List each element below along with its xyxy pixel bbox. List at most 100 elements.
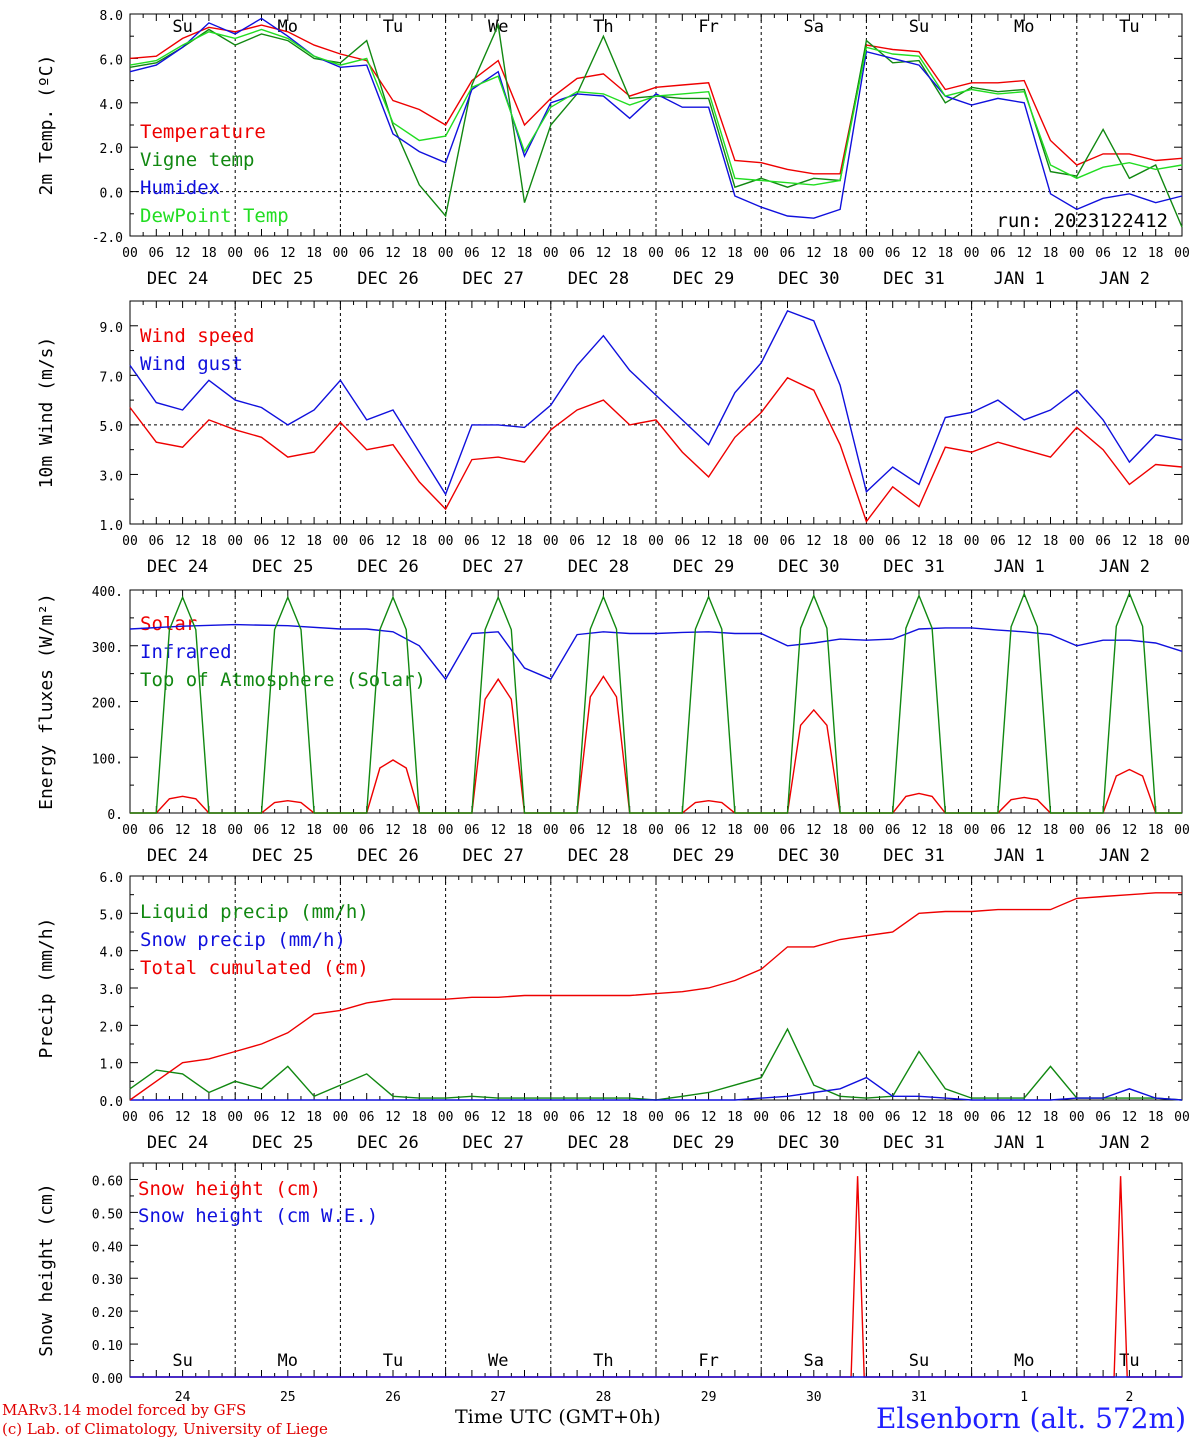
hour-tick-label: 06 [254, 246, 270, 261]
weekday-label: Mo [278, 1351, 298, 1371]
hour-tick-label: 06 [1095, 534, 1111, 549]
y-tick-label: 300. [92, 641, 123, 656]
weekday-label: Mo [1014, 17, 1034, 37]
hour-tick-label: 06 [990, 246, 1006, 261]
date-label: JAN 2 [1099, 269, 1150, 289]
y-tick-label: 0.30 [92, 1273, 123, 1288]
date-label: JAN 1 [994, 846, 1045, 866]
hour-tick-label: 00 [964, 246, 980, 261]
hour-tick-label: 06 [464, 246, 480, 261]
hour-tick-label: 00 [1174, 1110, 1190, 1125]
panel-4: 0.0 1.0 2.0 3.0 4.0 5.0 6.0 Precip (mm/h) 00 06 12… [36, 871, 1190, 1153]
hour-tick-label: 12 [490, 534, 506, 549]
day-number-label: 31 [911, 1390, 927, 1405]
day-number-label: 30 [806, 1390, 822, 1405]
date-label: DEC 31 [883, 846, 944, 866]
hour-tick-label: 00 [227, 1110, 243, 1125]
date-label: JAN 1 [994, 269, 1045, 289]
date-label: DEC 30 [778, 1133, 839, 1153]
hour-tick-label: 12 [280, 246, 296, 261]
hour-tick-label: 00 [859, 534, 875, 549]
hour-tick-label: 06 [464, 823, 480, 838]
legend-entry: DewPoint Temp [140, 205, 289, 227]
hour-tick-label: 18 [1043, 1110, 1059, 1125]
hour-tick-label: 06 [990, 534, 1006, 549]
hour-tick-label: 12 [490, 1110, 506, 1125]
legend-entry: Snow height (cm W.E.) [138, 1205, 378, 1227]
lab-credit: (c) Lab. of Climatology, University of L… [2, 1420, 328, 1438]
hour-tick-label: 06 [359, 823, 375, 838]
day-number-label: 2 [1125, 1390, 1133, 1405]
hour-tick-label: 06 [674, 823, 690, 838]
y-tick-label: 0.0 [100, 1095, 123, 1110]
hour-tick-label: 12 [1016, 534, 1032, 549]
hour-tick-label: 06 [885, 246, 901, 261]
hour-tick-label: 00 [1174, 534, 1190, 549]
date-label: DEC 27 [462, 846, 523, 866]
date-label: DEC 27 [462, 1133, 523, 1153]
hour-tick-label: 12 [1122, 534, 1138, 549]
hour-tick-label: 00 [1174, 246, 1190, 261]
hour-tick-label: 00 [648, 823, 664, 838]
weekday-label: Su [172, 1351, 192, 1371]
hour-tick-label: 12 [806, 1110, 822, 1125]
hour-tick-label: 00 [438, 823, 454, 838]
hour-tick-label: 12 [1122, 1110, 1138, 1125]
hour-tick-label: 12 [175, 823, 191, 838]
y-tick-label: 1.0 [100, 519, 123, 534]
hour-tick-label: 06 [569, 823, 585, 838]
y-axis-label: Snow height (cm) [36, 1183, 57, 1356]
y-tick-label: 0.0 [100, 187, 123, 202]
y-tick-label: 0.10 [92, 1339, 123, 1354]
weekday-label: Mo [1014, 1351, 1034, 1371]
legend-entry: Top of Atmosphere (Solar) [140, 669, 426, 691]
hour-tick-label: 00 [859, 823, 875, 838]
hour-tick-label: 18 [201, 534, 217, 549]
day-number-label: 29 [701, 1390, 717, 1405]
hour-tick-label: 06 [569, 246, 585, 261]
weekday-label: Th [593, 17, 613, 37]
y-tick-label: 400. [92, 585, 123, 600]
hour-tick-label: 18 [832, 534, 848, 549]
day-number-label: 1 [1020, 1390, 1028, 1405]
hour-tick-label: 06 [780, 534, 796, 549]
date-label: DEC 31 [883, 1133, 944, 1153]
hour-tick-label: 18 [1148, 534, 1164, 549]
y-tick-label: 7.0 [100, 370, 123, 385]
hour-tick-label: 18 [1148, 246, 1164, 261]
date-label: DEC 26 [357, 269, 418, 289]
series-line [130, 591, 1182, 814]
weekday-label: Fr [698, 1351, 718, 1371]
date-label: DEC 26 [357, 846, 418, 866]
y-tick-label: 2.0 [100, 1020, 123, 1035]
y-tick-label: 5.0 [100, 420, 123, 435]
y-tick-label: 0. [107, 808, 123, 823]
y-tick-label: 4.0 [100, 98, 123, 113]
weekday-label: Su [172, 17, 192, 37]
y-tick-label: -2.0 [92, 231, 123, 246]
hour-tick-label: 06 [254, 1110, 270, 1125]
hour-tick-label: 18 [201, 823, 217, 838]
weekday-label: Fr [698, 17, 718, 37]
hour-tick-label: 00 [1069, 823, 1085, 838]
hour-tick-label: 12 [911, 246, 927, 261]
date-label: DEC 29 [673, 269, 734, 289]
hour-tick-label: 18 [727, 246, 743, 261]
series-line [129, 892, 1182, 1101]
date-label: DEC 25 [252, 846, 313, 866]
y-axis-label: 2m Temp. (ºC) [36, 55, 57, 196]
hour-tick-label: 00 [333, 823, 349, 838]
legend-entry: Solar [140, 613, 197, 635]
legend-entry: Wind gust [140, 353, 243, 375]
date-label: DEC 30 [778, 557, 839, 577]
hour-tick-label: 12 [280, 823, 296, 838]
y-tick-label: 6.0 [100, 53, 123, 68]
hour-tick-label: 00 [1174, 823, 1190, 838]
hour-tick-label: 00 [122, 823, 138, 838]
hour-tick-label: 12 [596, 246, 612, 261]
hour-tick-label: 06 [148, 534, 164, 549]
hour-tick-label: 18 [622, 1110, 638, 1125]
hour-tick-label: 18 [937, 246, 953, 261]
date-label: JAN 1 [994, 557, 1045, 577]
hour-tick-label: 06 [148, 1110, 164, 1125]
